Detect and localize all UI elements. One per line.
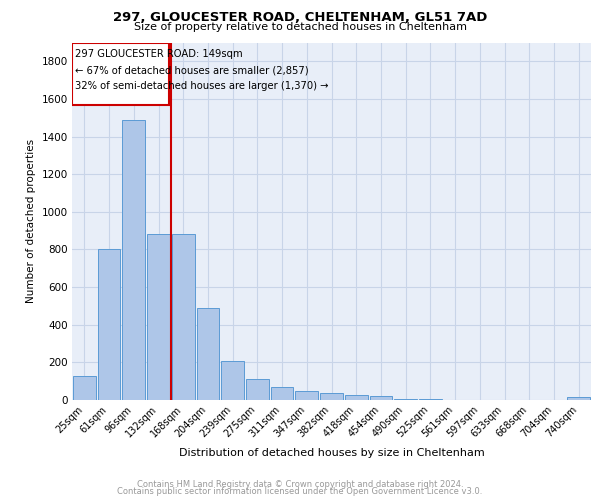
Text: Size of property relative to detached houses in Cheltenham: Size of property relative to detached ho…	[133, 22, 467, 32]
Bar	[394, 399, 417, 400]
Bar	[295, 391, 318, 400]
Text: ← 67% of detached houses are smaller (2,857): ← 67% of detached houses are smaller (2,…	[76, 65, 309, 75]
Text: Contains HM Land Registry data © Crown copyright and database right 2024.: Contains HM Land Registry data © Crown c…	[137, 480, 463, 489]
Bar	[271, 387, 293, 400]
Bar	[320, 394, 343, 400]
X-axis label: Distribution of detached houses by size in Cheltenham: Distribution of detached houses by size …	[179, 448, 484, 458]
Text: 297 GLOUCESTER ROAD: 149sqm: 297 GLOUCESTER ROAD: 149sqm	[76, 49, 243, 59]
Bar	[172, 234, 194, 400]
Bar	[345, 396, 368, 400]
Y-axis label: Number of detached properties: Number of detached properties	[26, 139, 36, 304]
Text: 32% of semi-detached houses are larger (1,370) →: 32% of semi-detached houses are larger (…	[76, 81, 329, 91]
Bar	[567, 396, 590, 400]
Bar	[370, 396, 392, 400]
Text: 297, GLOUCESTER ROAD, CHELTENHAM, GL51 7AD: 297, GLOUCESTER ROAD, CHELTENHAM, GL51 7…	[113, 11, 487, 24]
Bar	[246, 380, 269, 400]
Bar	[197, 308, 219, 400]
Bar	[73, 44, 169, 104]
Bar	[122, 120, 145, 400]
Bar	[221, 362, 244, 400]
Text: Contains public sector information licensed under the Open Government Licence v3: Contains public sector information licen…	[118, 488, 482, 496]
Bar	[98, 250, 121, 400]
Bar	[147, 234, 170, 400]
Bar	[73, 376, 96, 400]
